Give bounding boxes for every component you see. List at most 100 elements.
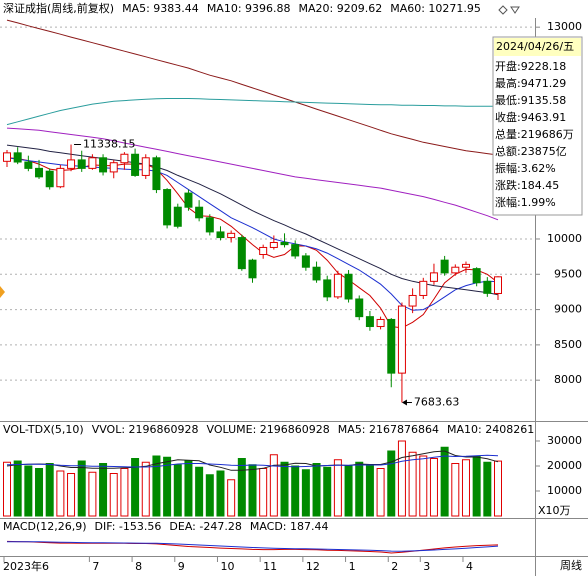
info-label: 最高: xyxy=(495,76,521,90)
candle-body xyxy=(280,242,289,246)
candle-body xyxy=(301,255,310,268)
candle-body xyxy=(472,268,481,284)
candle-body xyxy=(397,305,406,374)
legend-label: MA20: 9209.62 xyxy=(299,2,383,15)
info-label: 振幅: xyxy=(495,161,521,175)
y-tick-label: 10000 xyxy=(547,232,582,245)
y-tick-label: 13000 xyxy=(547,20,582,33)
y-axis-unit: X10万 xyxy=(538,504,571,517)
volume-bar xyxy=(494,460,502,517)
candle-body xyxy=(56,167,65,188)
candle-body xyxy=(440,259,449,274)
icon[interactable] xyxy=(510,6,520,14)
candle-body xyxy=(355,298,364,318)
info-value: 23875亿 xyxy=(521,145,567,158)
volume-bar xyxy=(429,458,438,517)
info-label: 最低: xyxy=(495,94,521,107)
candle-body xyxy=(141,157,150,176)
legend-label: MACD: 187.44 xyxy=(250,520,329,533)
legend-label: DIF: -153.56 xyxy=(95,520,162,533)
x-tick-label: 8 xyxy=(135,560,142,573)
candle-body xyxy=(248,259,257,279)
volume-bar xyxy=(77,460,86,517)
volume-bar xyxy=(152,455,161,517)
volume-bar xyxy=(227,479,236,517)
candle-body xyxy=(195,206,204,219)
x-tick-label: 12 xyxy=(306,560,320,573)
y-tick-label: 30000 xyxy=(547,434,582,447)
info-header xyxy=(494,38,581,56)
candle-body xyxy=(109,162,118,173)
volume-bar xyxy=(440,446,449,517)
legend-label: MACD(12,26,9) xyxy=(3,520,87,533)
volume-bar xyxy=(365,465,374,517)
volume-bar xyxy=(120,468,129,517)
volume-bar xyxy=(35,468,44,517)
candle-body xyxy=(419,280,428,296)
volume-bar xyxy=(216,470,225,517)
x-tick-label: 10 xyxy=(220,560,234,573)
volume-bar xyxy=(451,463,460,517)
annotation: 11338.15 xyxy=(83,138,136,151)
legend-label: MA5: 9383.44 xyxy=(122,2,199,15)
volume-bar xyxy=(99,463,108,517)
candle-body xyxy=(227,232,236,239)
y-tick-label: 20000 xyxy=(547,459,582,472)
info-label: 开盘: xyxy=(495,59,521,73)
candle-body xyxy=(88,157,97,169)
x-tick-label: 7 xyxy=(92,560,99,573)
candle-body xyxy=(152,157,161,191)
y-tick-label: 8500 xyxy=(554,338,582,351)
volume-bar xyxy=(248,464,257,517)
legend-label: MA5: 2167876864 xyxy=(338,423,439,436)
icon[interactable] xyxy=(498,5,508,15)
candle-body xyxy=(333,273,342,298)
candle-body xyxy=(429,272,438,282)
legend-label: VVOL: 2196860928 xyxy=(92,423,199,436)
legend-label: MA10: 2408261 xyxy=(447,423,534,436)
candle-body xyxy=(173,206,182,227)
volume-bar xyxy=(163,456,172,517)
legend-label: 深证成指(周线,前复权) xyxy=(3,1,114,15)
line-series xyxy=(6,450,499,471)
volume-bar xyxy=(333,459,342,517)
candle-body xyxy=(312,266,321,281)
volume-bar xyxy=(291,465,300,517)
info-label: 涨跌: xyxy=(495,178,521,192)
volume-bar xyxy=(131,458,140,517)
volume-bar xyxy=(355,461,364,517)
volume-bar xyxy=(344,465,353,517)
candle-body xyxy=(216,231,225,239)
candle-body xyxy=(259,246,268,256)
x-tick-label: 1 xyxy=(349,560,356,573)
legend-label: MA60: 10271.95 xyxy=(390,2,481,15)
info-label: 总额: xyxy=(495,144,521,158)
volume-bar xyxy=(312,463,321,517)
candle-body xyxy=(269,242,278,248)
candle-body xyxy=(24,161,33,169)
line-series xyxy=(6,144,499,296)
candle-body xyxy=(323,279,332,298)
candle-body xyxy=(205,217,214,233)
line-series xyxy=(7,541,499,552)
info-label: 涨幅: xyxy=(495,196,521,209)
info-label: 收盘: xyxy=(495,110,521,124)
x-tick-label: 11 xyxy=(263,560,277,573)
legend-label: VOLUME: 2196860928 xyxy=(207,423,330,436)
legend-label: MA10: 9396.88 xyxy=(207,2,291,15)
volume-bar xyxy=(45,463,54,517)
x-tick-label: 2023年6 xyxy=(3,559,49,573)
x-tick-label: 3 xyxy=(423,560,430,573)
volume-bar xyxy=(109,473,118,517)
line-series xyxy=(6,19,499,156)
candle-body xyxy=(163,189,172,226)
candle-body xyxy=(365,316,374,328)
volume-bar xyxy=(205,474,214,517)
volume-bar xyxy=(387,450,396,517)
candle-body xyxy=(67,159,76,169)
info-value: 3.62% xyxy=(521,162,556,175)
annotation-arrow xyxy=(401,399,407,406)
info-value: 9471.29 xyxy=(521,77,567,90)
candle-body xyxy=(131,153,140,176)
